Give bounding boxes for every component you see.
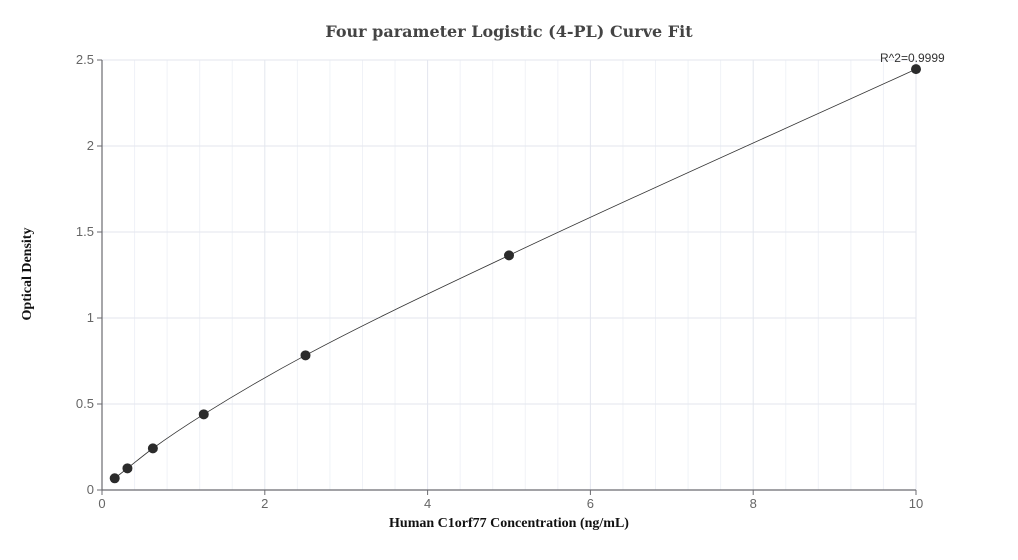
y-tick-label: 2.5: [76, 52, 94, 67]
data-point: [198, 409, 209, 420]
data-point: [911, 64, 921, 75]
x-tick-label: 10: [909, 496, 923, 511]
x-axis-label: Human C1orf77 Concentration (ng/mL): [389, 516, 629, 531]
chart-title: Four parameter Logistic (4-PL) Curve Fit: [325, 22, 693, 41]
r-squared-annotation: R^2=0.9999: [880, 51, 945, 65]
data-point: [147, 443, 158, 454]
x-tick-label: 6: [587, 496, 594, 511]
y-axis-label: Optical Density: [20, 227, 35, 321]
x-tick-label: 8: [750, 496, 757, 511]
y-tick-label: 1: [87, 310, 94, 325]
y-tick-label: 1.5: [76, 224, 94, 239]
x-tick-label: 0: [98, 496, 105, 511]
x-tick-label: 4: [424, 496, 431, 511]
y-tick-label: 2: [87, 138, 94, 153]
y-tick-label: 0.5: [76, 396, 94, 411]
data-point: [504, 250, 514, 261]
fit-curve: [114, 68, 917, 479]
data-point: [122, 463, 133, 474]
data-point: [109, 473, 120, 484]
x-tick-label: 2: [261, 496, 268, 511]
data-point: [300, 350, 311, 361]
y-tick-label: 0: [87, 482, 94, 497]
